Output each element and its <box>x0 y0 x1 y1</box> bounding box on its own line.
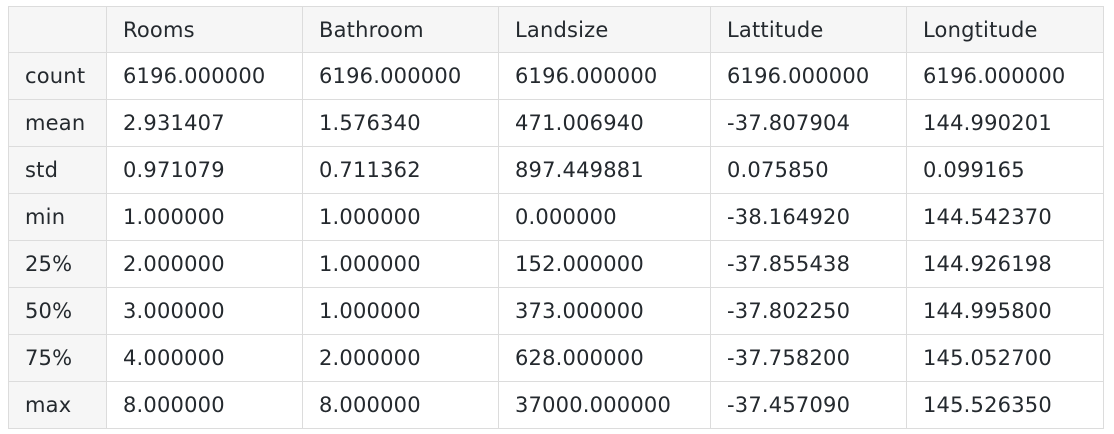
cell-longtitude: 6196.000000 <box>906 52 1104 100</box>
table-header: Rooms Bathroom Landsize Lattitude Longti… <box>8 6 1104 53</box>
cell-lattitude: 6196.000000 <box>710 52 907 100</box>
row-label: max <box>8 381 107 429</box>
describe-table: Rooms Bathroom Landsize Lattitude Longti… <box>8 6 1104 429</box>
cell-rooms: 3.000000 <box>106 287 303 335</box>
column-header-bathroom: Bathroom <box>302 6 499 53</box>
cell-bathroom: 1.000000 <box>302 193 499 241</box>
row-label: 75% <box>8 334 107 382</box>
cell-bathroom: 2.000000 <box>302 334 499 382</box>
cell-rooms: 2.931407 <box>106 99 303 147</box>
cell-rooms: 2.000000 <box>106 240 303 288</box>
cell-landsize: 471.006940 <box>498 99 711 147</box>
row-label: 50% <box>8 287 107 335</box>
cell-landsize: 0.000000 <box>498 193 711 241</box>
cell-rooms: 0.971079 <box>106 146 303 194</box>
cell-longtitude: 144.542370 <box>906 193 1104 241</box>
cell-longtitude: 145.526350 <box>906 381 1104 429</box>
table-body: count 6196.000000 6196.000000 6196.000000 61… <box>8 52 1104 429</box>
cell-rooms: 8.000000 <box>106 381 303 429</box>
cell-bathroom: 1.000000 <box>302 287 499 335</box>
column-header-longtitude: Longtitude <box>906 6 1104 53</box>
header-row: Rooms Bathroom Landsize Lattitude Longti… <box>8 6 1104 53</box>
cell-landsize: 897.449881 <box>498 146 711 194</box>
cell-bathroom: 0.711362 <box>302 146 499 194</box>
cell-rooms: 6196.000000 <box>106 52 303 100</box>
cell-rooms: 4.000000 <box>106 334 303 382</box>
table-row: std 0.971079 0.711362 897.449881 0.075850 0.0… <box>8 146 1104 194</box>
cell-rooms: 1.000000 <box>106 193 303 241</box>
row-label: std <box>8 146 107 194</box>
cell-landsize: 373.000000 <box>498 287 711 335</box>
cell-bathroom: 1.000000 <box>302 240 499 288</box>
column-header-rooms: Rooms <box>106 6 303 53</box>
cell-bathroom: 1.576340 <box>302 99 499 147</box>
table-row: mean 2.931407 1.576340 471.006940 -37.807904… <box>8 99 1104 147</box>
cell-lattitude: -37.457090 <box>710 381 907 429</box>
row-label: min <box>8 193 107 241</box>
table-row: count 6196.000000 6196.000000 6196.000000 61… <box>8 52 1104 100</box>
table-row: 50% 3.000000 1.000000 373.000000 -37.802250 1… <box>8 287 1104 335</box>
table-row: max 8.000000 8.000000 37000.000000 -37.45709… <box>8 381 1104 429</box>
cell-lattitude: -37.758200 <box>710 334 907 382</box>
cell-lattitude: -38.164920 <box>710 193 907 241</box>
cell-landsize: 152.000000 <box>498 240 711 288</box>
row-label: count <box>8 52 107 100</box>
cell-longtitude: 145.052700 <box>906 334 1104 382</box>
cell-longtitude: 144.926198 <box>906 240 1104 288</box>
cell-longtitude: 0.099165 <box>906 146 1104 194</box>
column-header-landsize: Landsize <box>498 6 711 53</box>
cell-longtitude: 144.995800 <box>906 287 1104 335</box>
cell-landsize: 6196.000000 <box>498 52 711 100</box>
corner-cell <box>8 6 107 53</box>
cell-landsize: 628.000000 <box>498 334 711 382</box>
cell-longtitude: 144.990201 <box>906 99 1104 147</box>
row-label: 25% <box>8 240 107 288</box>
cell-bathroom: 6196.000000 <box>302 52 499 100</box>
column-header-lattitude: Lattitude <box>710 6 907 53</box>
cell-bathroom: 8.000000 <box>302 381 499 429</box>
row-label: mean <box>8 99 107 147</box>
cell-lattitude: -37.807904 <box>710 99 907 147</box>
table-row: 25% 2.000000 1.000000 152.000000 -37.855438 1… <box>8 240 1104 288</box>
cell-lattitude: 0.075850 <box>710 146 907 194</box>
cell-lattitude: -37.802250 <box>710 287 907 335</box>
cell-landsize: 37000.000000 <box>498 381 711 429</box>
table-row: min 1.000000 1.000000 0.000000 -38.164920 144… <box>8 193 1104 241</box>
cell-lattitude: -37.855438 <box>710 240 907 288</box>
table-row: 75% 4.000000 2.000000 628.000000 -37.758200 1… <box>8 334 1104 382</box>
